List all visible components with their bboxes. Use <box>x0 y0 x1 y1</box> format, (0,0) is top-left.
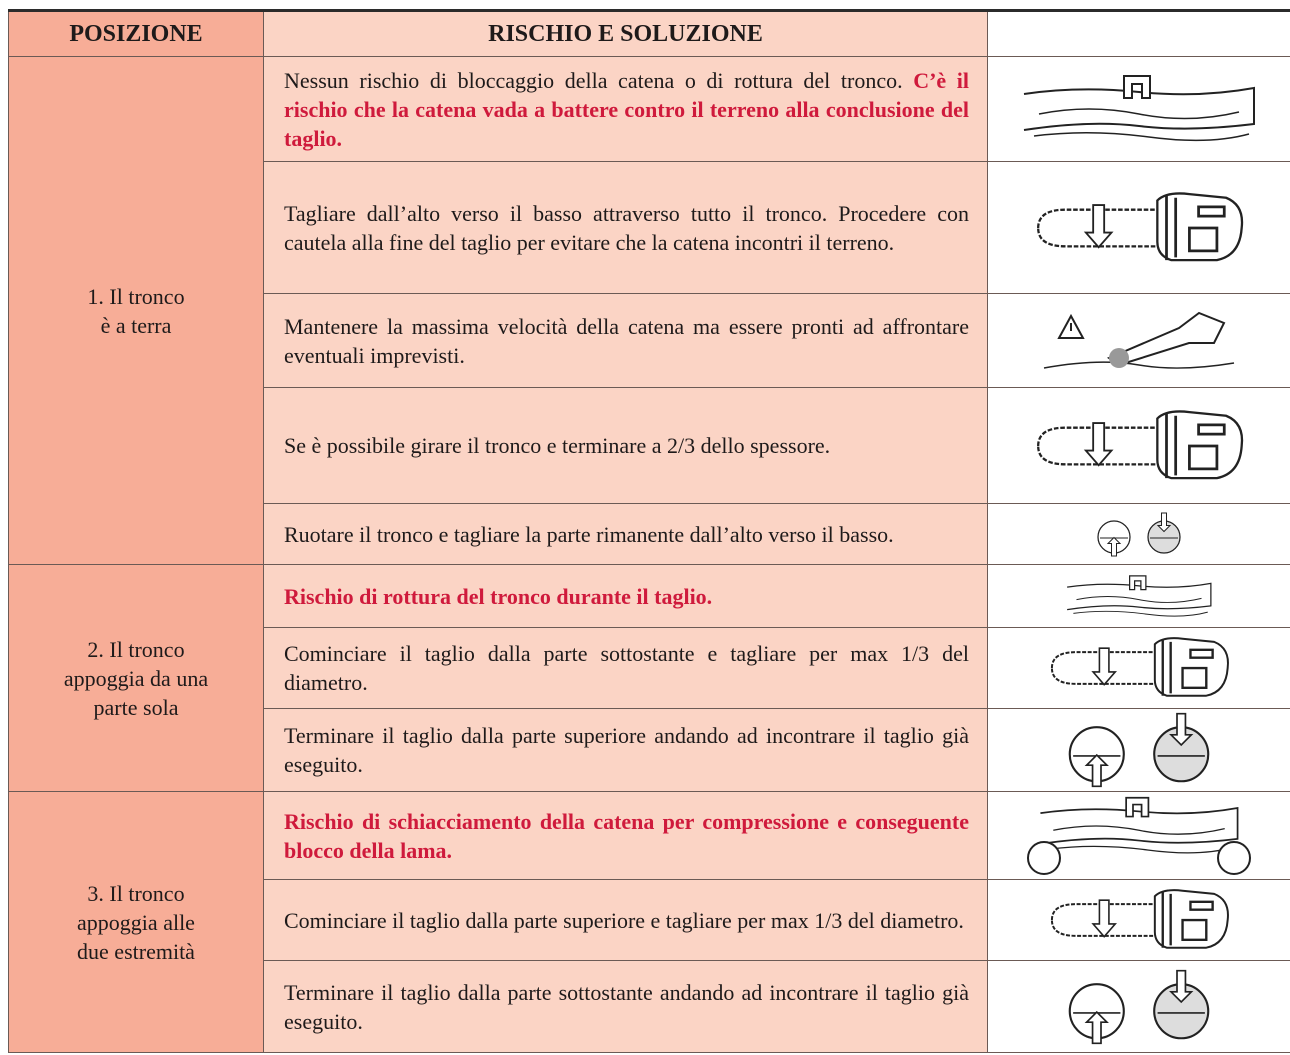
row: Ruotare il tronco e tagliare la parte ri… <box>9 503 1290 565</box>
text: Se è possibile girare il tronco e termin… <box>284 433 831 458</box>
warning: C’è il rischio che la catena vada a batt… <box>284 67 970 151</box>
row: Se è possibile girare il tronco e termin… <box>9 387 1290 504</box>
warning: Rischio di schiacciamento della catena p… <box>284 808 969 863</box>
warning: Rischio di rottura del tronco durante il… <box>284 583 713 609</box>
row: Tagliare dall’alto verso il basso attrav… <box>9 161 1290 294</box>
position-cell: 1. Il tronco è a terra <box>8 56 264 565</box>
saw-icon <box>1044 629 1234 707</box>
illustration <box>987 293 1290 388</box>
row: Cominciare il taglio dalla parte sottost… <box>9 627 1290 709</box>
circles-icon <box>1089 512 1189 557</box>
saw-icon <box>1044 881 1234 959</box>
text-cell: Cominciare il taglio dalla parte sottost… <box>263 627 988 709</box>
warning-saw-icon <box>1043 311 1235 369</box>
illustration <box>987 960 1290 1053</box>
illustration <box>987 503 1290 565</box>
text: Terminare il taglio dalla parte superior… <box>284 723 969 777</box>
log-icon <box>1019 74 1259 144</box>
illustration <box>987 161 1290 294</box>
illustration <box>987 627 1290 709</box>
circles-icon <box>1054 969 1224 1045</box>
text-cell: Mantenere la massima velocità della cate… <box>263 293 988 388</box>
supported-log-icon <box>1027 796 1251 875</box>
illustration <box>987 56 1290 162</box>
header-row: POSIZIONE RISCHIO E SOLUZIONE <box>8 9 1290 57</box>
text-cell: Nessun rischio di bloccaggio della caten… <box>263 56 988 162</box>
illustration <box>987 791 1290 880</box>
text-cell: Ruotare il tronco e tagliare la parte ri… <box>263 503 988 565</box>
row: 2. Il tronco appoggia da una parte sola … <box>8 564 1290 792</box>
illustration <box>987 387 1290 504</box>
row: 3. Il tronco appoggia alle due estremità… <box>8 791 1290 1053</box>
row: Terminare il taglio dalla parte sottosta… <box>9 960 1290 1053</box>
text-cell: Tagliare dall’alto verso il basso attrav… <box>263 161 988 294</box>
log-icon <box>1064 574 1214 619</box>
text-cell: Se è possibile girare il tronco e termin… <box>263 387 988 504</box>
text: Cominciare il taglio dalla parte sottost… <box>284 641 969 695</box>
text: Mantenere la massima velocità della cate… <box>284 313 969 368</box>
text: Nessun rischio di bloccaggio della caten… <box>284 67 903 93</box>
position-cell: 2. Il tronco appoggia da una parte sola <box>8 564 264 792</box>
text-cell: Cominciare il taglio dalla parte superio… <box>263 879 988 961</box>
illustration <box>987 708 1290 792</box>
text-cell: Terminare il taglio dalla parte sottosta… <box>263 960 988 1053</box>
circles-icon <box>1054 712 1224 788</box>
text-cell: Terminare il taglio dalla parte superior… <box>263 708 988 792</box>
text: Cominciare il taglio dalla parte superio… <box>284 907 964 933</box>
text-cell: Rischio di schiacciamento della catena p… <box>263 791 988 880</box>
text: Ruotare il tronco e tagliare la parte ri… <box>284 521 894 547</box>
risk-table: POSIZIONE RISCHIO E SOLUZIONE 1. Il tron… <box>8 9 1290 1053</box>
illustration <box>987 879 1290 961</box>
illustration <box>987 564 1290 628</box>
saw-icon <box>1029 183 1249 273</box>
row: Terminare il taglio dalla parte superior… <box>9 708 1290 792</box>
header-cell: POSIZIONE <box>8 9 264 57</box>
text: Tagliare dall’alto verso il basso attrav… <box>284 200 969 255</box>
position-cell: 3. Il tronco appoggia alle due estremità <box>8 791 264 1053</box>
header-cell <box>987 9 1290 57</box>
row: 1. Il tronco è a terra Nessun rischio di… <box>8 56 1290 565</box>
text: Terminare il taglio dalla parte sottosta… <box>284 979 969 1034</box>
row: Mantenere la massima velocità della cate… <box>9 293 1290 388</box>
saw-icon <box>1029 401 1249 491</box>
text-cell: Rischio di rottura del tronco durante il… <box>263 564 988 628</box>
header-cell: RISCHIO E SOLUZIONE <box>263 9 988 57</box>
